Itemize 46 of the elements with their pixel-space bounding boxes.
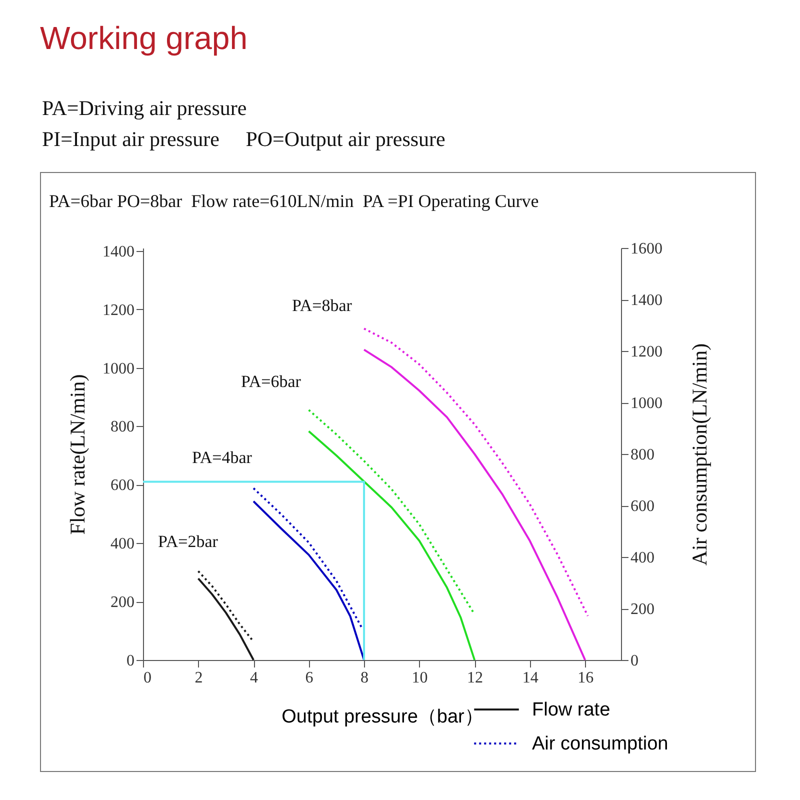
y-tick-label: 1400 <box>102 243 134 260</box>
y2-tick-label: 0 <box>630 652 638 670</box>
y-tick-label: 600 <box>110 477 134 494</box>
line-series <box>197 570 254 641</box>
x-tick-label: 2 <box>194 670 203 686</box>
y-tick-label: 1000 <box>102 360 134 378</box>
y-tick-label: 200 <box>110 594 134 612</box>
legend-label: Air consumption <box>532 734 668 754</box>
y2-tick-label: 600 <box>630 498 654 515</box>
y2-tick-label: 800 <box>630 446 654 464</box>
y2-tick-label: 200 <box>630 601 654 618</box>
y-tick-label: 0 <box>126 652 134 670</box>
line-series <box>363 328 589 617</box>
y2-tick-label: 1600 <box>630 240 662 258</box>
x-axis-title: Output pressure（bar） <box>282 706 484 728</box>
x-tick-label: 10 <box>412 670 428 686</box>
y-tick-label: 800 <box>110 418 134 436</box>
y2-tick-label: 1200 <box>630 344 662 360</box>
x-tick-label: 16 <box>578 670 594 686</box>
annotation: PA=6bar <box>241 372 301 392</box>
legend-label: Flow rate <box>532 700 610 720</box>
y-axis-title: Flow rate(LN/min) <box>66 374 90 535</box>
y2-tick-label: 400 <box>630 550 654 566</box>
y2-tick-label: 1000 <box>630 395 662 412</box>
text: PI=Input air pressure PO=Output air pressure <box>42 127 446 152</box>
line-series <box>252 500 366 661</box>
text: PA=6bar PO=8bar Flow rate=610LN/min PA =PI Operating Curve <box>49 191 539 212</box>
x-tick-label: 8 <box>360 670 369 686</box>
line-series <box>197 577 255 661</box>
line-series <box>308 430 476 661</box>
line-series <box>308 408 474 614</box>
x-tick-label: 14 <box>522 670 538 686</box>
annotation: PA=8bar <box>292 296 352 316</box>
x-tick-label: 12 <box>467 670 484 686</box>
line-series <box>363 348 586 661</box>
x-tick-label: 6 <box>305 670 314 686</box>
annotation: PA=4bar <box>192 448 252 468</box>
x-tick-label: 4 <box>250 670 258 686</box>
y2-axis-title: Air consumption(LN/min) <box>688 343 712 566</box>
y-tick-label: 400 <box>110 536 134 553</box>
y-tick-label: 1200 <box>102 302 134 319</box>
y2-tick-label: 1400 <box>630 292 662 309</box>
chart-title: Working graph <box>40 20 248 57</box>
text: PA=Driving air pressure <box>42 96 247 121</box>
annotation: PA=2bar <box>158 532 218 552</box>
x-tick-label: 0 <box>144 670 152 686</box>
